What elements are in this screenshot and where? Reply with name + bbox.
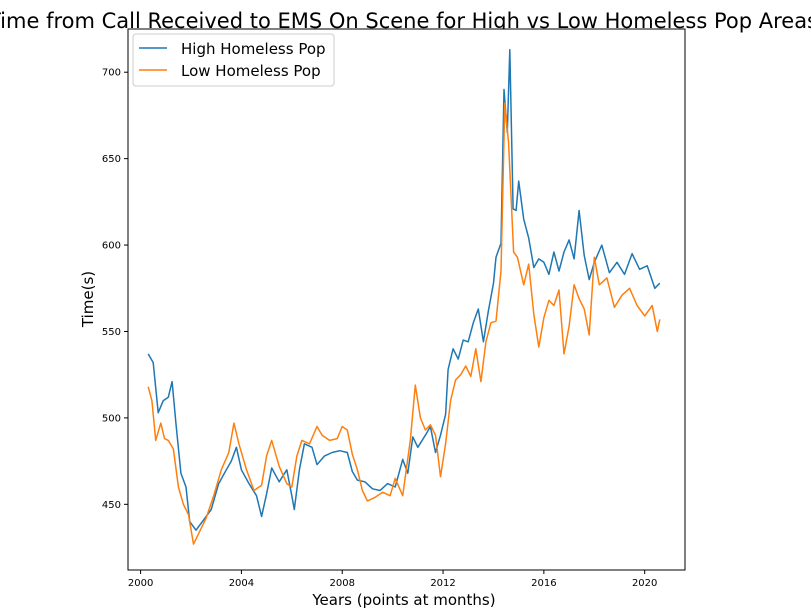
plot-area (128, 29, 685, 570)
legend-label-low: Low Homeless Pop (181, 62, 321, 80)
legend-box (132, 33, 335, 87)
y-tick-label: 700 (102, 68, 121, 79)
y-tick-label: 650 (102, 154, 121, 165)
y-axis: 450 500 550 600 650 700 (102, 68, 128, 511)
x-tick-label: 2012 (430, 578, 455, 589)
x-tick-label: 2016 (531, 578, 556, 589)
y-axis-label: Time(s) (79, 271, 97, 328)
legend-label-high: High Homeless Pop (181, 40, 326, 58)
series-lines (147, 48, 661, 545)
x-tick-label: 2020 (632, 578, 657, 589)
series-line-low (147, 102, 661, 545)
y-tick-label: 500 (102, 413, 121, 424)
x-axis-label: Years (points at months) (311, 591, 495, 609)
x-tick-label: 2000 (128, 578, 153, 589)
x-axis: 2000 2004 2008 2012 2016 2020 (128, 570, 657, 589)
legend: High Homeless Pop Low Homeless Pop (132, 33, 335, 87)
y-tick-label: 450 (102, 500, 121, 511)
x-tick-label: 2008 (330, 578, 355, 589)
y-tick-label: 550 (102, 327, 121, 338)
x-tick-label: 2004 (229, 578, 254, 589)
y-tick-label: 600 (102, 241, 121, 252)
series-line-high (147, 48, 661, 531)
plot-frame (127, 28, 686, 571)
